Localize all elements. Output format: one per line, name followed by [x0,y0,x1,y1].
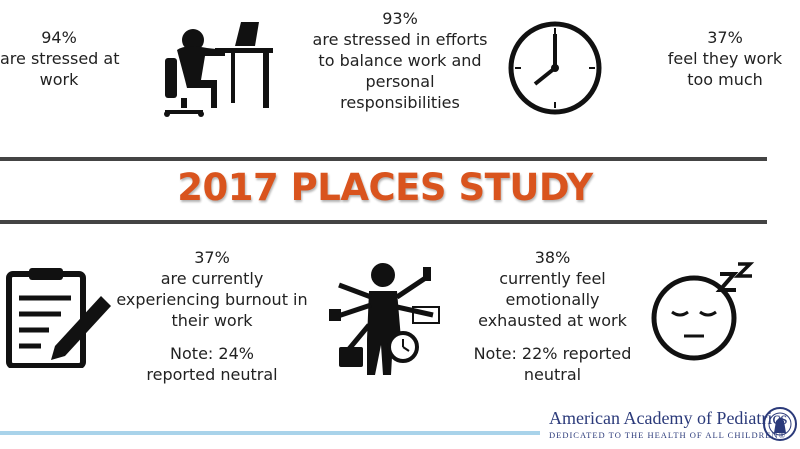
stressed-worker-desk-icon [164,22,273,117]
stat-text: personal [365,72,435,91]
stat-work-life-balance: 93% are stressed in efforts to balance w… [290,8,510,113]
stat-text: currently feel [499,269,606,288]
stat-value: 94% [41,28,77,47]
aap-logo-name: American Academy of Pediatrics [549,408,788,428]
stat-note: Note: 24% [170,344,254,363]
stat-text: are stressed in efforts [312,30,488,49]
stat-text: experiencing burnout in [116,290,308,309]
stat-text: too much [687,70,763,89]
stat-value: 37% [707,28,743,47]
clock-icon [508,21,602,115]
stat-text: emotionally [505,290,600,309]
multitasking-person-icon [329,263,440,375]
stat-text: are stressed at [0,49,120,68]
page-title: 2017 PLACES STUDY [177,166,593,209]
bottom-divider [0,220,767,224]
stat-value: 38% [534,248,571,267]
stat-work-too-much: 37% feel they work too much [655,27,795,90]
stat-stressed-at-work: 94% are stressed at work [0,27,120,90]
stat-note: neutral [523,365,582,384]
stat-note: reported neutral [146,365,278,384]
stat-value: 37% [194,248,230,267]
aap-logo-tagline: DEDICATED TO THE HEALTH OF ALL CHILDREN® [549,430,787,440]
stat-text: feel they work [667,49,783,68]
stat-text: responsibilities [340,93,460,112]
accent-line [0,431,540,435]
stat-text: to balance work and [318,51,482,70]
stat-value: 93% [382,9,418,28]
top-divider [0,157,767,161]
stat-burnout: 37% are currently experiencing burnout i… [112,247,312,385]
stat-text: exhausted at work [478,311,627,330]
clipboard-pencil-icon [6,268,111,368]
sleeping-face-icon [651,262,755,361]
stat-note: Note: 22% reported [473,344,632,363]
stat-emotionally-exhausted: 38% currently feel emotionally exhausted… [460,247,645,385]
stat-text: are currently [160,269,264,288]
stat-text: work [39,70,79,89]
stat-text: their work [171,311,253,330]
aap-seal-icon [763,407,797,441]
